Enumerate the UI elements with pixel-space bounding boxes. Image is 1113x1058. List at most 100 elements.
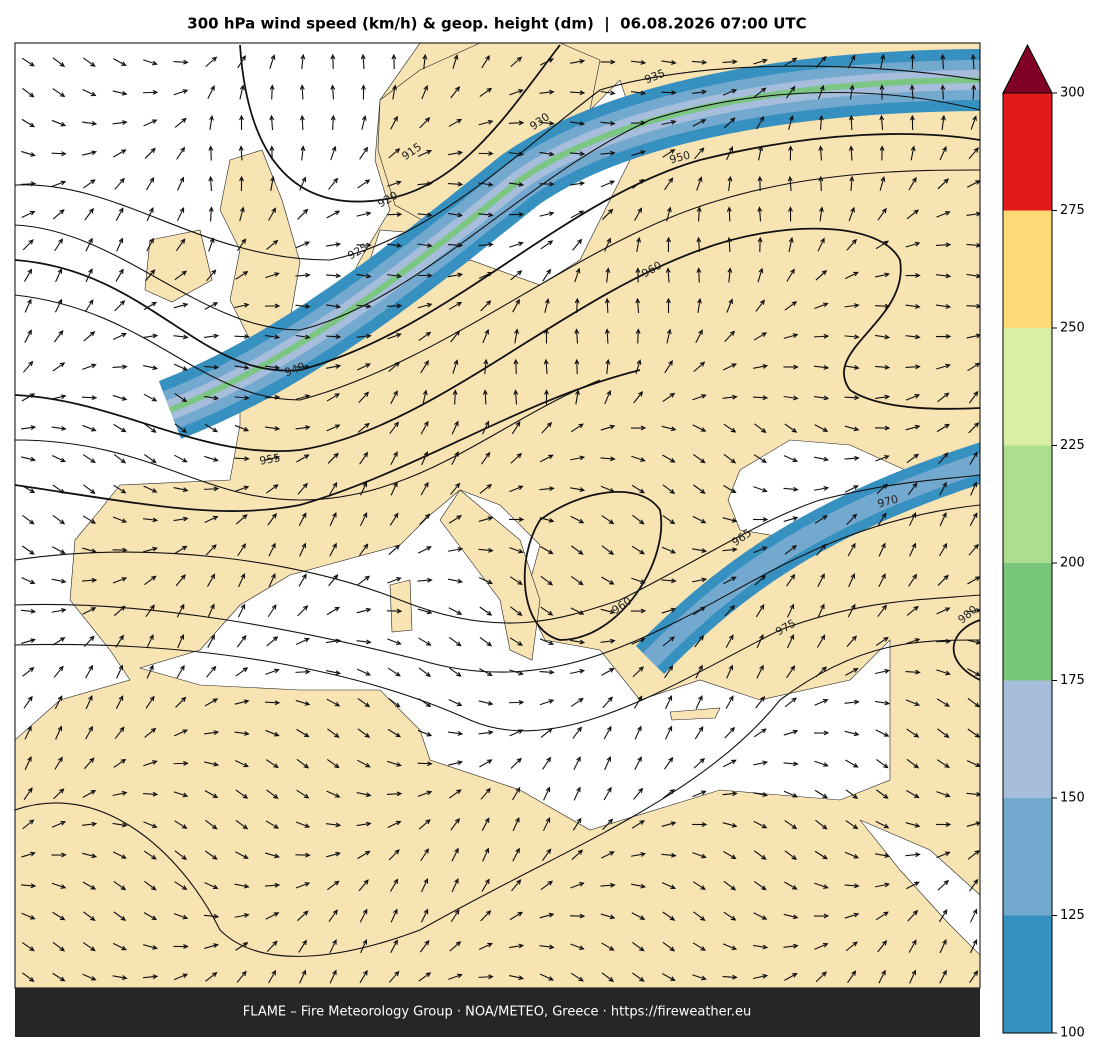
wind-arrow	[173, 334, 189, 340]
wind-arrow	[666, 328, 672, 344]
wind-arrow	[574, 328, 580, 344]
wind-arrow	[328, 177, 339, 190]
wind-arrow	[417, 761, 433, 767]
wind-arrow	[176, 664, 185, 679]
wind-arrow	[875, 636, 889, 646]
wind-arrow	[814, 942, 829, 950]
wind-arrow	[206, 269, 217, 282]
contour	[15, 92, 980, 331]
wind-arrow	[387, 728, 402, 738]
wind-arrow	[480, 300, 492, 312]
wind-arrow	[112, 975, 128, 980]
wind-arrow	[326, 851, 341, 858]
wind-arrow	[329, 969, 337, 984]
contour	[15, 369, 641, 512]
wind-arrow	[630, 90, 647, 96]
wind-arrow	[51, 608, 67, 613]
wind-arrow	[24, 298, 32, 313]
wind-arrow	[814, 486, 830, 491]
wind-arrow	[83, 484, 96, 494]
wind-arrow	[112, 516, 128, 523]
wind-arrow	[299, 114, 305, 131]
wind-arrow	[631, 852, 647, 857]
colorbar-tick-label: 275	[1060, 203, 1085, 218]
wind-arrow	[296, 789, 310, 799]
wind-arrow	[142, 974, 159, 980]
wind-arrow	[112, 547, 128, 553]
wind-arrow	[53, 329, 64, 343]
wind-arrow	[539, 486, 555, 492]
wind-arrow	[447, 242, 464, 248]
height-contours	[15, 44, 980, 957]
wind-arrow	[752, 517, 769, 522]
wind-arrow	[452, 389, 458, 405]
wind-arrow	[845, 789, 859, 799]
wind-arrow	[634, 207, 643, 221]
wind-arrow	[692, 424, 707, 432]
wind-arrow	[905, 822, 921, 828]
wind-arrow	[540, 880, 554, 891]
wind-arrow	[905, 638, 921, 645]
wind-arrow	[600, 608, 616, 615]
wind-arrow	[633, 695, 643, 709]
wind-arrow	[570, 668, 586, 675]
wind-arrow	[82, 607, 97, 615]
wind-arrow	[544, 297, 550, 313]
wind-arrow	[417, 608, 433, 615]
wind-arrow	[753, 728, 767, 738]
wind-arrow	[783, 333, 799, 339]
wind-arrow	[785, 85, 796, 99]
wind-arrow	[389, 970, 400, 983]
wind-arrow	[635, 297, 641, 314]
wind-arrow	[539, 151, 555, 157]
wind-arrow	[788, 206, 793, 222]
wind-arrow	[813, 730, 830, 736]
wind-arrow	[448, 578, 464, 584]
wind-arrow	[326, 759, 340, 769]
wind-arrow	[603, 786, 612, 801]
wind-arrow	[938, 542, 948, 557]
wind-arrow	[935, 242, 952, 248]
wind-arrow	[114, 300, 126, 312]
wind-arrow	[572, 817, 582, 831]
wind-arrow	[478, 119, 494, 126]
wind-arrow	[300, 145, 306, 161]
wind-arrow	[511, 420, 521, 435]
wind-arrow	[756, 115, 765, 130]
wind-arrow	[784, 820, 798, 830]
wind-arrow	[818, 145, 824, 161]
wind-arrow	[146, 634, 154, 649]
wind-arrow	[723, 850, 737, 860]
wind-arrow	[174, 881, 188, 890]
wind-arrow	[356, 791, 372, 798]
wind-arrow	[269, 84, 275, 100]
wind-arrow	[360, 53, 366, 70]
wind-arrow	[848, 572, 856, 588]
wind-arrow	[21, 118, 36, 128]
wind-arrow	[508, 120, 525, 126]
wind-arrow	[113, 149, 127, 158]
wind-arrow	[143, 821, 158, 828]
wind-arrow	[295, 637, 310, 646]
wind-arrow	[909, 542, 917, 557]
wind-arrow	[21, 150, 36, 157]
wind-arrow	[420, 848, 430, 862]
wind-arrow	[539, 669, 555, 675]
wind-arrow	[482, 328, 489, 344]
colorbar-segment	[1003, 680, 1052, 798]
wind-arrow	[448, 547, 464, 552]
wind-arrow	[939, 969, 947, 984]
wind-arrow	[22, 972, 35, 982]
wind-arrow	[239, 206, 245, 222]
wind-arrow	[203, 333, 220, 339]
wind-arrow	[82, 424, 97, 432]
wind-arrow	[295, 303, 311, 309]
wind-arrow	[173, 913, 189, 920]
contour-label: 955	[258, 451, 281, 467]
wind-arrow	[295, 334, 311, 340]
wind-arrow	[814, 882, 829, 889]
wind-arrow	[234, 302, 250, 309]
wind-arrow	[295, 241, 311, 249]
wind-arrow	[417, 790, 433, 797]
wind-arrow	[173, 486, 189, 493]
